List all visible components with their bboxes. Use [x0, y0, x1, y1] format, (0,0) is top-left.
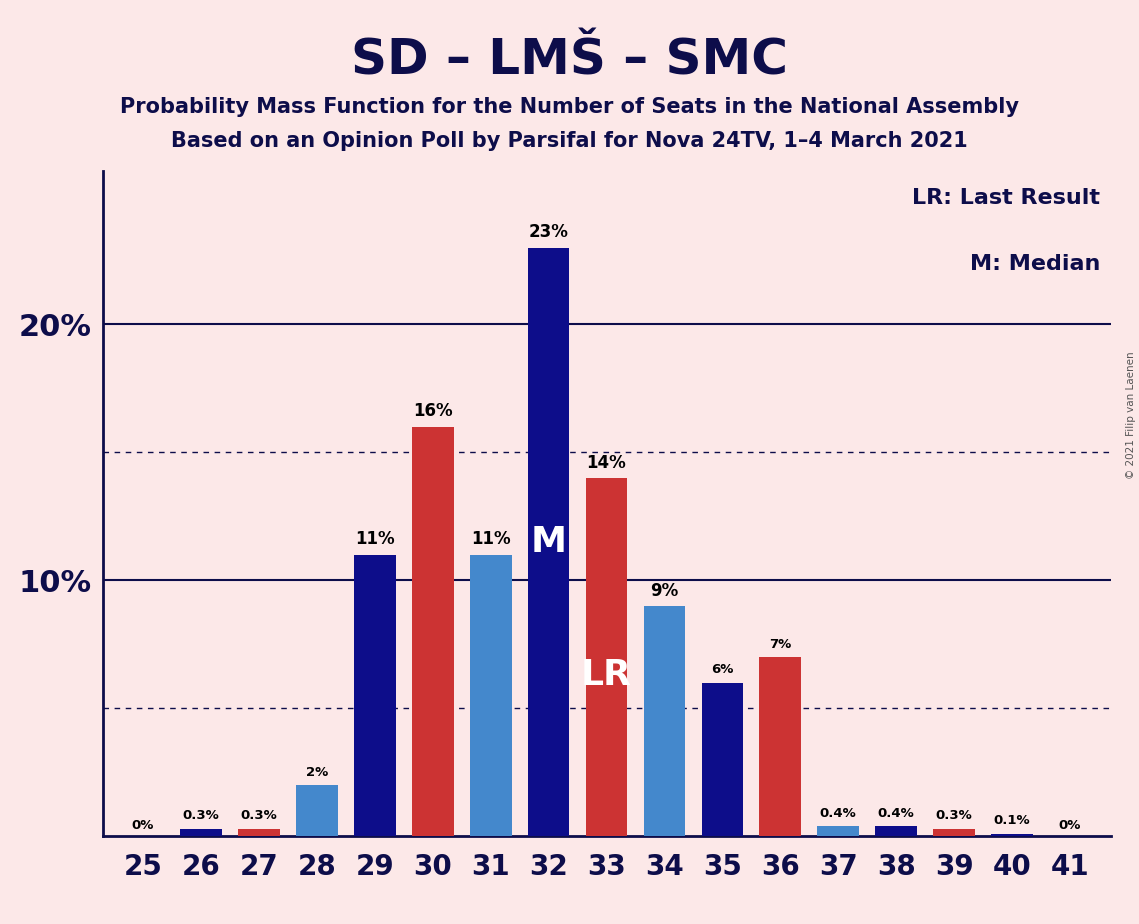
Bar [354, 554, 395, 836]
Text: 2%: 2% [305, 766, 328, 779]
Text: 23%: 23% [528, 224, 568, 241]
Text: LR: Last Result: LR: Last Result [912, 188, 1100, 208]
Text: SD – LMŠ – SMC: SD – LMŠ – SMC [351, 37, 788, 85]
Text: 0.4%: 0.4% [820, 807, 857, 820]
Text: 11%: 11% [355, 530, 394, 548]
Bar [702, 683, 744, 836]
Text: © 2021 Filip van Laenen: © 2021 Filip van Laenen [1126, 351, 1136, 479]
Text: 0.4%: 0.4% [878, 807, 915, 820]
Text: M: M [531, 525, 566, 559]
Text: 0.1%: 0.1% [993, 814, 1031, 827]
Text: 7%: 7% [769, 638, 792, 650]
Bar [527, 248, 570, 836]
Bar [238, 829, 280, 836]
Text: 14%: 14% [587, 454, 626, 471]
Text: 0.3%: 0.3% [240, 809, 277, 822]
Bar [991, 833, 1033, 836]
Bar [296, 785, 337, 836]
Text: 0.3%: 0.3% [182, 809, 220, 822]
Bar [585, 478, 628, 836]
Text: Probability Mass Function for the Number of Seats in the National Assembly: Probability Mass Function for the Number… [120, 97, 1019, 117]
Bar [875, 826, 917, 836]
Text: Based on an Opinion Poll by Parsifal for Nova 24TV, 1–4 March 2021: Based on an Opinion Poll by Parsifal for… [171, 131, 968, 152]
Text: 6%: 6% [711, 663, 734, 676]
Text: 16%: 16% [413, 403, 452, 420]
Text: 0%: 0% [1059, 820, 1081, 833]
Text: 0.3%: 0.3% [936, 809, 973, 822]
Text: M: Median: M: Median [970, 254, 1100, 274]
Text: 11%: 11% [470, 530, 510, 548]
Bar [180, 829, 222, 836]
Bar [760, 657, 801, 836]
Bar [412, 427, 453, 836]
Bar [469, 554, 511, 836]
Bar [818, 826, 859, 836]
Text: 0%: 0% [132, 820, 154, 833]
Text: 9%: 9% [650, 581, 679, 600]
Text: LR: LR [581, 658, 632, 692]
Bar [933, 829, 975, 836]
Bar [644, 606, 686, 836]
